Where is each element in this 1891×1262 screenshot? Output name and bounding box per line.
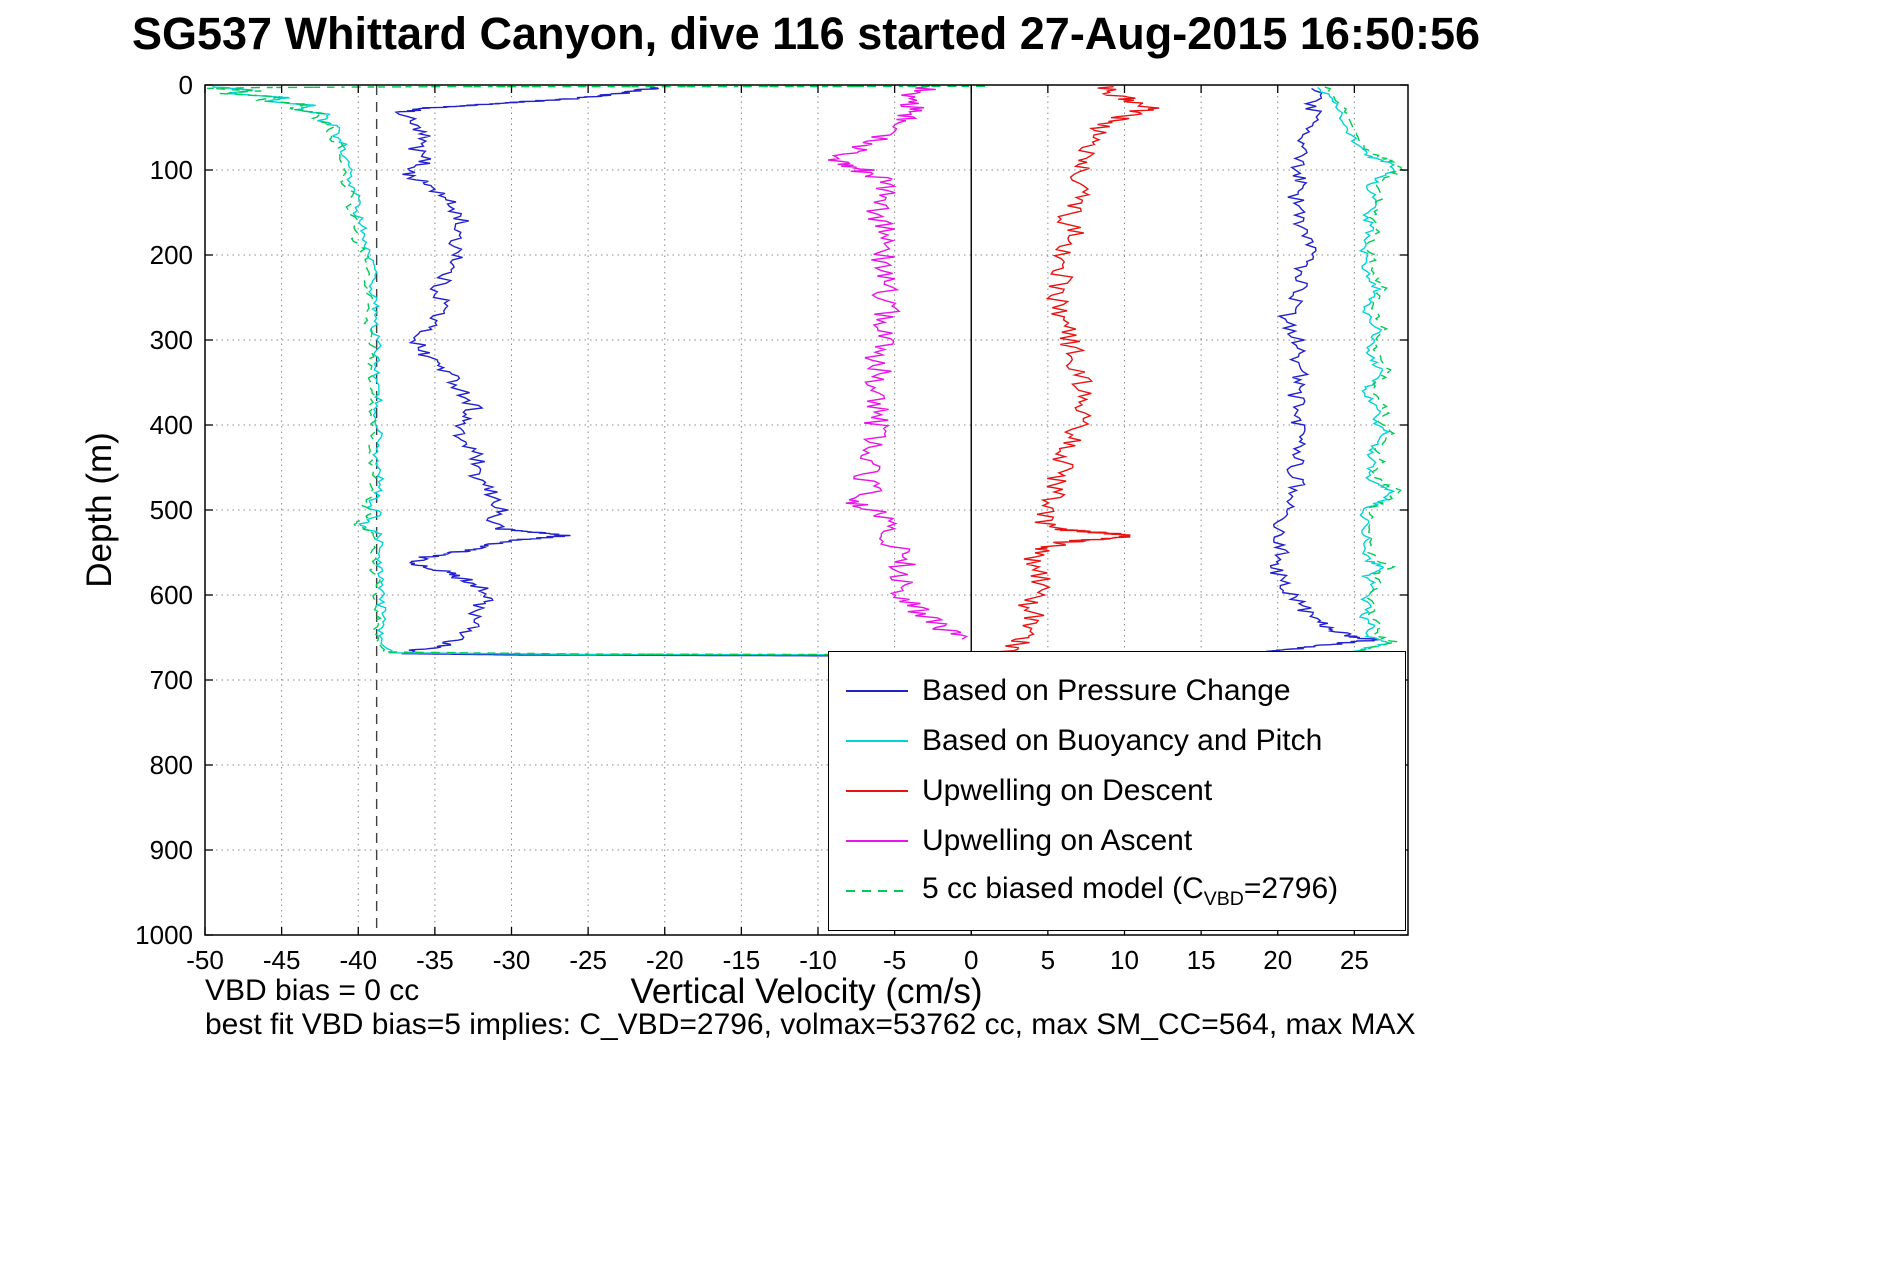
x-tick-label: -35 bbox=[416, 945, 454, 975]
series-buoyancy bbox=[212, 86, 1396, 656]
y-tick-label: 600 bbox=[150, 580, 193, 610]
series-descent_upwelling bbox=[966, 86, 1160, 662]
y-tick-label: 0 bbox=[179, 70, 193, 100]
x-tick-label: -15 bbox=[723, 945, 761, 975]
x-tick-label: -50 bbox=[186, 945, 224, 975]
legend-item: Based on Pressure Change bbox=[829, 666, 1405, 716]
y-tick-label: 800 bbox=[150, 750, 193, 780]
x-tick-label: 5 bbox=[1041, 945, 1055, 975]
x-tick-label: 20 bbox=[1263, 945, 1292, 975]
legend-label: 5 cc biased model (CVBD=2796) bbox=[922, 871, 1339, 910]
y-tick-label: 400 bbox=[150, 410, 193, 440]
legend-item: Based on Buoyancy and Pitch bbox=[829, 716, 1405, 766]
x-tick-label: 10 bbox=[1110, 945, 1139, 975]
x-tick-label: -30 bbox=[493, 945, 531, 975]
y-tick-label: 300 bbox=[150, 325, 193, 355]
legend-line-sample bbox=[846, 690, 908, 692]
legend-line-sample bbox=[846, 890, 908, 892]
legend-item: Upwelling on Ascent bbox=[829, 816, 1405, 866]
x-tick-label: 0 bbox=[964, 945, 978, 975]
y-tick-label: 1000 bbox=[135, 920, 193, 950]
legend-label: Based on Pressure Change bbox=[922, 674, 1291, 707]
x-tick-label: -25 bbox=[569, 945, 607, 975]
x-tick-label: 15 bbox=[1187, 945, 1216, 975]
y-tick-label: 200 bbox=[150, 240, 193, 270]
x-axis-label: Vertical Velocity (cm/s) bbox=[630, 972, 983, 1011]
series-model_5cc bbox=[206, 85, 1407, 656]
x-tick-label: -45 bbox=[263, 945, 301, 975]
y-tick-label: 100 bbox=[150, 155, 193, 185]
legend-line-sample bbox=[846, 790, 908, 792]
y-tick-label: 700 bbox=[150, 665, 193, 695]
legend-line-sample bbox=[846, 740, 908, 742]
legend-item: Upwelling on Descent bbox=[829, 766, 1405, 816]
legend-item: 5 cc biased model (CVBD=2796) bbox=[829, 866, 1405, 916]
x-tick-label: -5 bbox=[883, 945, 906, 975]
x-tick-label: 25 bbox=[1340, 945, 1369, 975]
y-tick-label: 900 bbox=[150, 835, 193, 865]
vbd-bias-annotation: VBD bias = 0 cc bbox=[205, 974, 420, 1007]
legend-line-sample bbox=[846, 840, 908, 842]
page-title: SG537 Whittard Canyon, dive 116 started … bbox=[131, 8, 1481, 59]
x-tick-label: -20 bbox=[646, 945, 684, 975]
x-tick-label: -40 bbox=[339, 945, 377, 975]
series-ascent_upwelling bbox=[828, 86, 969, 640]
best-fit-annotation: best fit VBD bias=5 implies: C_VBD=2796,… bbox=[205, 1008, 1416, 1041]
legend-label: Upwelling on Descent bbox=[922, 774, 1213, 807]
legend: Based on Pressure Change Based on Buoyanc… bbox=[828, 651, 1406, 931]
legend-label: Based on Buoyancy and Pitch bbox=[922, 724, 1323, 757]
legend-label: Upwelling on Ascent bbox=[922, 824, 1193, 857]
x-tick-label: -10 bbox=[799, 945, 837, 975]
y-tick-label: 500 bbox=[150, 495, 193, 525]
